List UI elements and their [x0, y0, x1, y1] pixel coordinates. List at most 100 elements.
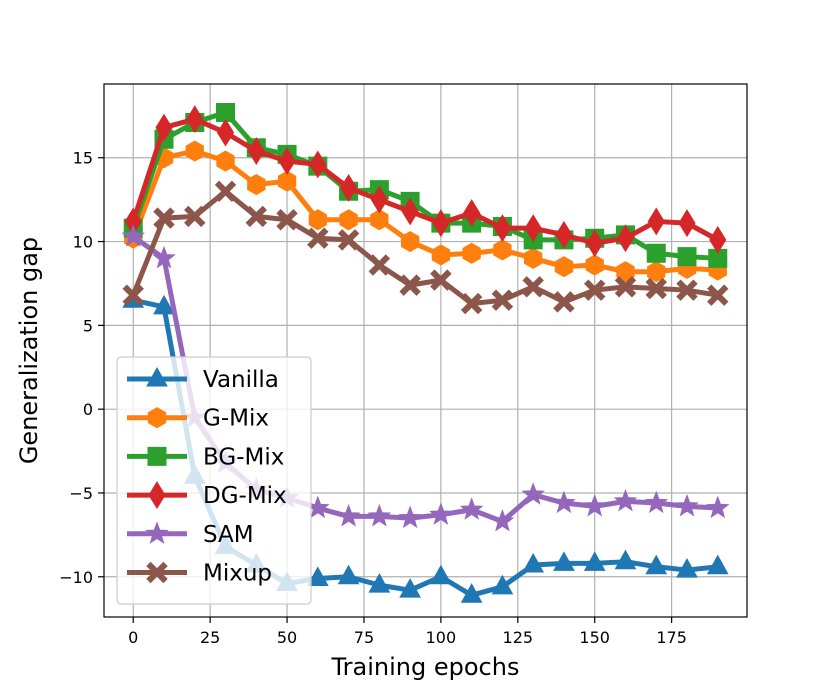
data-point-mixup: [153, 207, 175, 229]
data-point-sam: [644, 490, 669, 514]
plot-frame: [103, 83, 748, 618]
legend-item-bg-mix: BG-Mix: [127, 444, 284, 470]
data-point-mixup: [614, 276, 637, 298]
x-axis-label: Training epochs: [331, 653, 520, 681]
data-point-mixup: [399, 274, 421, 296]
data-point-dg-mix: [186, 105, 204, 134]
data-point-dg-mix: [278, 147, 296, 176]
data-point-mixup: [184, 205, 206, 228]
data-point-mixup: [676, 279, 698, 301]
legend: Vanilla G-Mix BG-Mix DG-Mix SAM Mixup: [116, 356, 312, 605]
data-point-dg-mix: [586, 229, 604, 258]
data-point-vanilla: [553, 551, 575, 571]
x-tick-label: 25: [200, 628, 220, 647]
data-point-g-mix: [216, 150, 235, 172]
data-point-mixup: [368, 254, 391, 276]
y-axis-label: Generalization gap: [15, 237, 43, 464]
data-point-sam: [613, 488, 638, 512]
data-point-mixup: [491, 289, 514, 311]
data-point-dg-mix: [678, 209, 696, 238]
data-point-g-mix: [400, 230, 420, 253]
data-point-dg-mix: [709, 225, 727, 254]
data-point-dg-mix: [616, 224, 635, 253]
legend-item-dg-mix: DG-Mix: [127, 481, 287, 510]
data-point-mixup: [645, 277, 667, 300]
legend-item-sam: SAM: [127, 521, 254, 548]
data-point-mixup: [122, 284, 144, 306]
x-tick-label: 75: [354, 628, 374, 647]
data-point-mixup: [584, 279, 606, 301]
data-point-vanilla: [491, 574, 514, 595]
data-point-bg-mix: [646, 243, 666, 263]
data-point-g-mix: [370, 209, 389, 231]
data-point-bg-mix: [708, 248, 728, 268]
series-mixup: [122, 180, 729, 315]
x-tick-label: 0: [128, 628, 138, 647]
data-point-g-mix: [247, 173, 266, 196]
data-point-bg-mix: [216, 102, 236, 122]
legend-label: Vanilla: [203, 367, 279, 393]
data-point-mixup: [460, 292, 483, 315]
tick-layer: 0 25 50 75 100 125 150 175 −10 −5 0 5 10 15: [59, 149, 687, 647]
data-point-vanilla: [645, 554, 668, 575]
legend-marker: [146, 366, 168, 387]
legend-marker: [147, 446, 167, 466]
y-tick-label: 15: [73, 149, 93, 168]
data-point-sam: [429, 502, 453, 525]
data-point-g-mix: [585, 254, 604, 276]
legend-item-g-mix: G-Mix: [127, 406, 269, 432]
data-point-g-mix: [462, 242, 481, 264]
x-tick-label: 50: [277, 628, 297, 647]
data-point-dg-mix: [555, 220, 573, 249]
data-point-dg-mix: [155, 113, 173, 142]
data-point-dg-mix: [247, 137, 265, 165]
data-point-vanilla: [399, 578, 421, 598]
data-point-vanilla: [306, 566, 329, 586]
data-point-dg-mix: [370, 185, 388, 214]
data-point-sam: [705, 495, 730, 519]
data-point-sam: [582, 493, 607, 517]
data-point-dg-mix: [339, 173, 358, 202]
data-point-g-mix: [493, 239, 512, 261]
legend-marker: [146, 561, 168, 584]
data-point-vanilla: [430, 564, 452, 585]
legend-item-mixup: Mixup: [127, 561, 272, 587]
data-point-vanilla: [460, 583, 483, 603]
data-point-vanilla: [337, 564, 360, 585]
data-point-vanilla: [614, 549, 637, 570]
data-point-g-mix: [308, 209, 327, 231]
data-point-g-mix: [277, 170, 297, 192]
data-point-vanilla: [368, 573, 391, 593]
y-tick-label: 5: [83, 316, 93, 335]
legend-marker: [148, 481, 166, 510]
data-point-mixup: [707, 284, 729, 306]
data-point-dg-mix: [309, 150, 327, 179]
legend-label: G-Mix: [203, 406, 269, 432]
data-point-g-mix: [554, 256, 574, 278]
data-point-dg-mix: [463, 199, 481, 228]
data-point-vanilla: [522, 553, 545, 573]
data-point-dg-mix: [216, 118, 235, 147]
y-tick-label: 10: [73, 233, 93, 252]
data-point-dg-mix: [432, 209, 450, 238]
data-point-g-mix: [431, 244, 451, 266]
data-point-mixup: [214, 180, 237, 202]
data-point-sam: [367, 503, 392, 527]
y-tick-label: −10: [59, 568, 93, 587]
legend-label: Mixup: [203, 561, 272, 587]
y-tick-label: −5: [69, 484, 93, 503]
x-tick-label: 125: [503, 628, 534, 647]
data-point-sam: [459, 497, 484, 520]
data-point-g-mix: [524, 247, 543, 269]
data-point-mixup: [276, 209, 298, 231]
data-point-mixup: [430, 269, 452, 291]
data-point-dg-mix: [493, 214, 512, 243]
data-point-sam: [152, 245, 176, 269]
data-point-vanilla: [676, 558, 698, 578]
legend-label: SAM: [203, 522, 254, 548]
data-point-vanilla: [583, 551, 606, 571]
data-point-mixup: [307, 227, 329, 249]
data-point-dg-mix: [524, 214, 542, 243]
data-point-g-mix: [185, 140, 204, 162]
